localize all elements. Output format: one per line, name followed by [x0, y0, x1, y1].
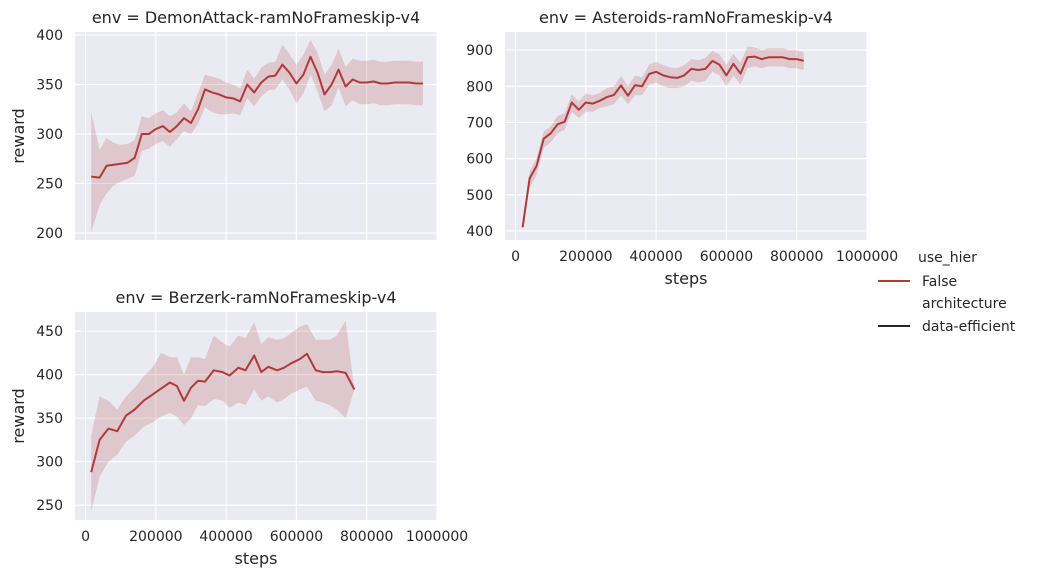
panel-background [75, 32, 437, 240]
y-tick-label: 350 [36, 411, 63, 427]
y-tick-label: 700 [466, 115, 493, 131]
confidence-band-false [91, 39, 423, 233]
x-tick-label: 600000 [270, 529, 323, 545]
x-tick-label: 800000 [340, 529, 393, 545]
x-tick-label: 400000 [629, 249, 682, 265]
y-axis-label: reward [9, 388, 28, 443]
series-line-false [521, 55, 804, 228]
legend-title-architecture: architecture [922, 296, 1007, 312]
y-tick-label: 400 [466, 224, 493, 240]
y-tick-label: 500 [466, 188, 493, 204]
y-tick-label: 300 [36, 455, 63, 471]
panels-layer: 200 250 300 350 400 env = DemonAttack-ramNoFr… [9, 8, 898, 568]
panel-title: env = Asteroids-ramNoFrameskip-v4 [539, 8, 833, 27]
x-tick-label: 200000 [129, 529, 182, 545]
y-tick-label: 450 [36, 324, 63, 340]
y-tick-label: 400 [36, 28, 63, 44]
x-tick-label: 1000000 [406, 529, 468, 545]
y-tick-label: 400 [36, 368, 63, 384]
y-tick-label: 200 [36, 226, 63, 242]
x-tick-label: 0 [511, 249, 520, 265]
panel-background [505, 32, 867, 240]
y-tick-label: 900 [466, 43, 493, 59]
series-line-false [91, 55, 423, 179]
y-tick-label: 250 [36, 498, 63, 514]
legend: use_hier False architecture data-efficie… [878, 250, 1016, 335]
legend-title-use-hier: use_hier [918, 250, 977, 266]
confidence-band-false [522, 46, 804, 230]
legend-entry-data-efficient: data-efficient [922, 319, 1016, 335]
x-tick-label: 200000 [559, 249, 612, 265]
confidence-band-false [91, 320, 355, 512]
legend-entry-false: False [922, 274, 957, 290]
series-line-false [90, 352, 356, 473]
panel-background [75, 312, 437, 520]
y-tick-label: 300 [36, 127, 63, 143]
y-tick-label: 250 [36, 177, 63, 193]
x-tick-label: 800000 [770, 249, 823, 265]
panel-3: 250 300 350 400 450 0 200000 400000 600000 800000… [9, 288, 468, 568]
x-axis-label: steps [235, 549, 278, 568]
x-tick-label: 1000000 [836, 249, 898, 265]
panel-title: env = Berzerk-ramNoFrameskip-v4 [115, 288, 396, 307]
y-tick-label: 600 [466, 152, 493, 168]
y-tick-label: 800 [466, 79, 493, 95]
x-tick-label: 400000 [199, 529, 252, 545]
x-axis-label: steps [665, 269, 708, 288]
y-axis-label: reward [9, 108, 28, 163]
panel-title: env = DemonAttack-ramNoFrameskip-v4 [92, 8, 420, 27]
x-tick-label: 0 [81, 529, 90, 545]
y-tick-label: 350 [36, 77, 63, 93]
panel-1: 200 250 300 350 400 env = DemonAttack-ramNoFr… [9, 8, 438, 242]
x-tick-label: 600000 [700, 249, 753, 265]
panel-2: 400 500 600 700 800 900 0 200000 400000 600000 800… [466, 8, 898, 288]
